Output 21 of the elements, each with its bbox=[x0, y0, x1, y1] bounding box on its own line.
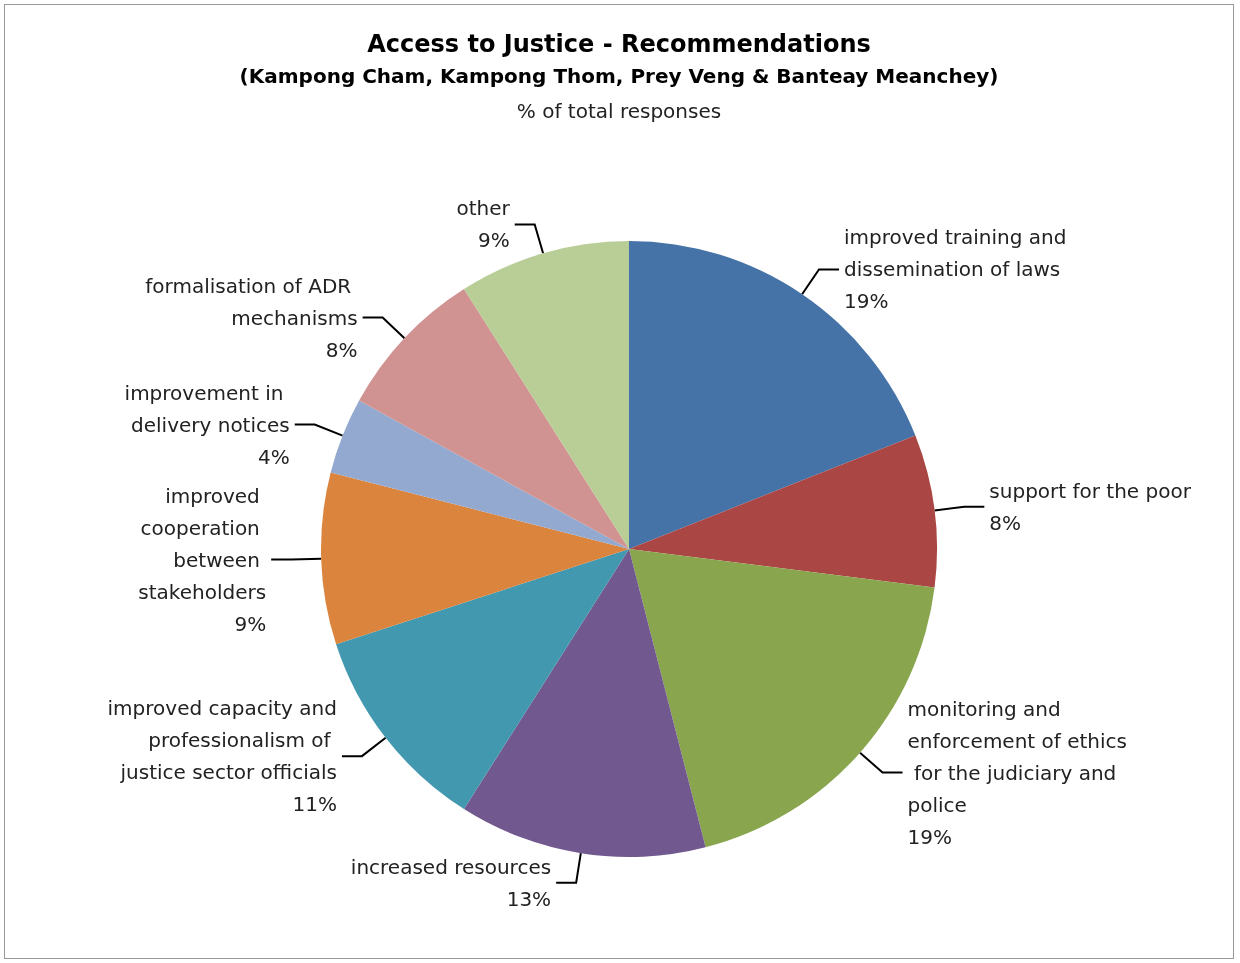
slice-label: formalisation of ADR mechanisms bbox=[145, 273, 358, 330]
data-label: 8% bbox=[325, 337, 358, 362]
slice-label: increased resources bbox=[350, 854, 552, 879]
data-label: 4% bbox=[258, 444, 290, 469]
data-label: 19% bbox=[843, 289, 889, 314]
slice-label: improvement in delivery notices bbox=[124, 380, 290, 437]
data-label: 11% bbox=[292, 792, 337, 817]
data-label: 9% bbox=[234, 611, 267, 636]
slice-label: monitoring and enforcement of ethics for the judiciary and police bbox=[907, 696, 1127, 817]
chart-title: Access to Justice - Recommendations bbox=[367, 30, 871, 58]
text: % of total responses bbox=[516, 99, 722, 123]
data-label: 9% bbox=[477, 228, 510, 253]
data-label: 8% bbox=[989, 510, 1022, 535]
slice-label: improved training and dissemination of laws bbox=[843, 225, 1073, 282]
slice-label: support for the poor bbox=[989, 478, 1192, 503]
data-label: 13% bbox=[506, 886, 552, 911]
slice-label: other bbox=[456, 196, 511, 221]
slice-label: improved cooperation between stakeholders bbox=[138, 483, 267, 604]
chart-subtitle: (Kampong Cham, Kampong Thom, Prey Veng & Banteay Meanchey) bbox=[239, 64, 999, 88]
slice-label: improved capacity and professionalism of justice sector officials bbox=[107, 696, 337, 785]
data-label: 19% bbox=[907, 824, 952, 849]
